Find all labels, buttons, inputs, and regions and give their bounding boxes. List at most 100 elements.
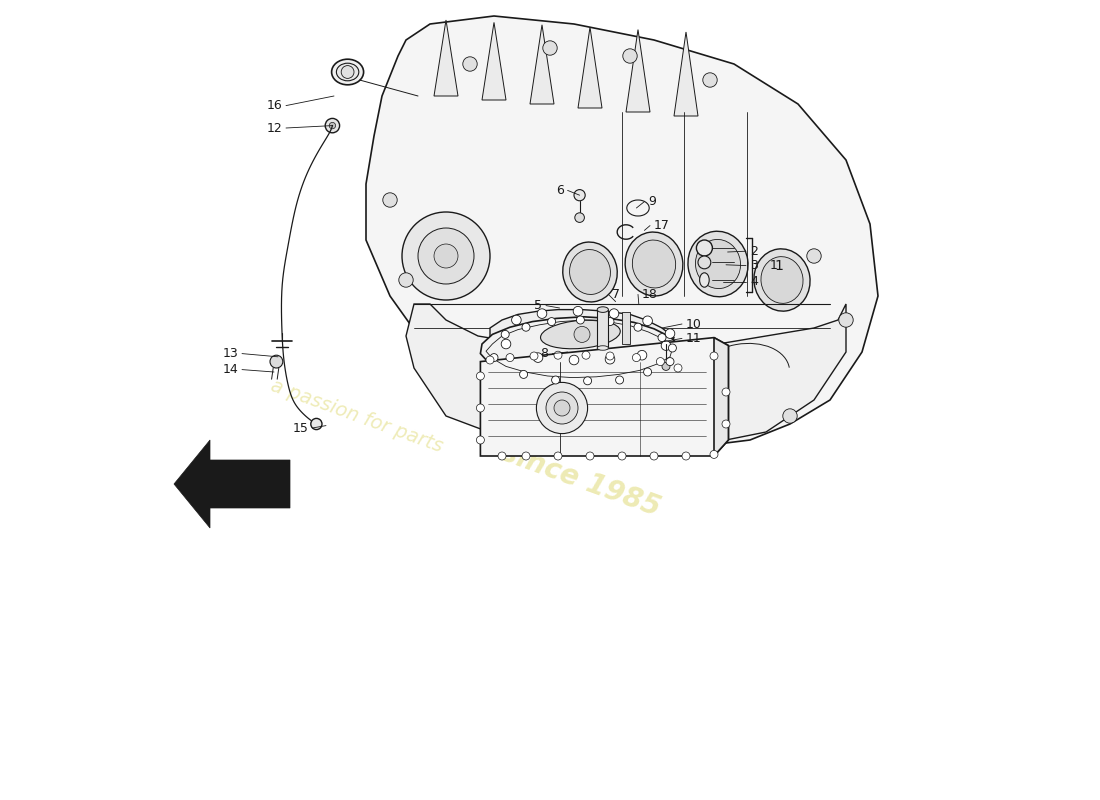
Circle shape	[698, 256, 711, 269]
Ellipse shape	[688, 231, 748, 297]
Circle shape	[634, 323, 642, 331]
Circle shape	[399, 273, 414, 287]
Circle shape	[658, 334, 666, 342]
Circle shape	[609, 309, 619, 318]
Text: 16: 16	[266, 99, 282, 112]
Circle shape	[674, 364, 682, 372]
Circle shape	[537, 309, 547, 318]
Circle shape	[575, 213, 584, 222]
Text: 11: 11	[686, 332, 702, 345]
Ellipse shape	[700, 273, 710, 287]
Circle shape	[710, 352, 718, 360]
Circle shape	[402, 212, 490, 300]
Circle shape	[554, 452, 562, 460]
Circle shape	[434, 244, 458, 268]
Circle shape	[326, 118, 340, 133]
Circle shape	[311, 418, 322, 430]
Circle shape	[722, 388, 730, 396]
Ellipse shape	[597, 346, 608, 350]
Ellipse shape	[632, 240, 675, 288]
Circle shape	[537, 382, 587, 434]
Circle shape	[522, 323, 530, 331]
Text: 8: 8	[540, 347, 549, 360]
Circle shape	[605, 354, 615, 364]
Circle shape	[650, 452, 658, 460]
Circle shape	[551, 376, 560, 384]
Circle shape	[582, 351, 590, 359]
Circle shape	[637, 350, 647, 360]
Polygon shape	[481, 338, 728, 456]
Circle shape	[669, 344, 676, 352]
Text: 18: 18	[642, 288, 658, 301]
Circle shape	[341, 66, 354, 78]
Circle shape	[574, 326, 590, 342]
Circle shape	[418, 228, 474, 284]
Polygon shape	[434, 20, 458, 96]
Text: 1: 1	[770, 259, 778, 272]
Circle shape	[783, 409, 798, 423]
Circle shape	[663, 433, 678, 447]
Circle shape	[486, 356, 494, 364]
Ellipse shape	[597, 306, 608, 313]
Circle shape	[519, 370, 528, 378]
Text: 7: 7	[613, 288, 620, 301]
Circle shape	[522, 452, 530, 460]
Text: 4: 4	[750, 275, 758, 288]
Circle shape	[502, 330, 509, 338]
Text: europarçes: europarçes	[374, 161, 688, 314]
Ellipse shape	[761, 257, 803, 303]
Circle shape	[703, 73, 717, 87]
Circle shape	[542, 41, 558, 55]
Polygon shape	[406, 304, 846, 448]
Circle shape	[512, 315, 521, 325]
Text: 9: 9	[648, 195, 657, 208]
Circle shape	[586, 452, 594, 460]
Circle shape	[498, 452, 506, 460]
Circle shape	[616, 376, 624, 384]
Circle shape	[606, 352, 614, 360]
Ellipse shape	[540, 320, 620, 349]
Circle shape	[530, 352, 538, 360]
Polygon shape	[621, 312, 630, 344]
Circle shape	[574, 190, 585, 201]
Circle shape	[666, 329, 674, 338]
Ellipse shape	[563, 242, 617, 302]
Circle shape	[722, 420, 730, 428]
Polygon shape	[626, 30, 650, 112]
Circle shape	[576, 316, 584, 324]
Text: 12: 12	[266, 122, 282, 134]
Circle shape	[329, 122, 336, 129]
Circle shape	[270, 355, 283, 368]
Text: 2: 2	[750, 245, 758, 258]
Ellipse shape	[754, 249, 810, 311]
Ellipse shape	[625, 232, 683, 296]
Text: a passion for parts: a passion for parts	[268, 376, 446, 456]
Ellipse shape	[570, 250, 611, 294]
Circle shape	[569, 355, 579, 365]
Text: 10: 10	[686, 318, 702, 330]
Text: 17: 17	[654, 219, 670, 232]
Polygon shape	[482, 22, 506, 100]
Polygon shape	[578, 27, 602, 108]
Polygon shape	[714, 338, 728, 456]
Circle shape	[502, 339, 510, 349]
Circle shape	[554, 400, 570, 416]
Circle shape	[662, 362, 670, 370]
Circle shape	[584, 377, 592, 385]
Circle shape	[548, 318, 556, 326]
Circle shape	[554, 351, 562, 359]
Circle shape	[490, 354, 498, 362]
Ellipse shape	[337, 63, 359, 81]
Circle shape	[559, 425, 573, 439]
Circle shape	[657, 358, 664, 366]
Polygon shape	[530, 25, 554, 104]
Circle shape	[642, 316, 652, 326]
Ellipse shape	[695, 239, 740, 289]
Ellipse shape	[331, 59, 364, 85]
Text: 6: 6	[556, 184, 563, 197]
Circle shape	[476, 436, 484, 444]
Circle shape	[710, 450, 718, 458]
Circle shape	[618, 452, 626, 460]
Polygon shape	[481, 317, 682, 382]
Circle shape	[666, 358, 674, 366]
